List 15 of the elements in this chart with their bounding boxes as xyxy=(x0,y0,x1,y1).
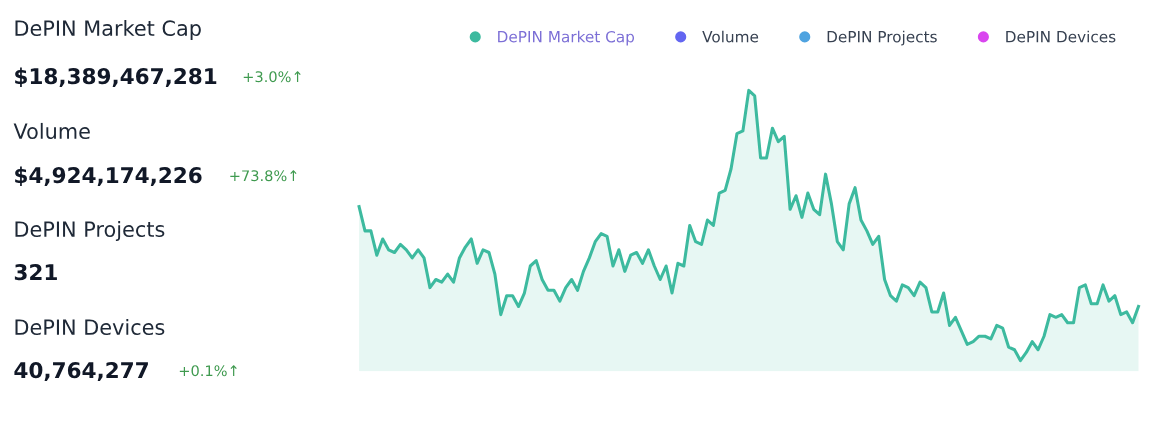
text: DePIN Market Cap xyxy=(15,19,201,41)
legend-label: DePIN Devices xyxy=(1006,30,1116,43)
text: +0.1%↑ xyxy=(179,365,237,377)
legend-label: Volume xyxy=(702,30,759,43)
text: $4,924,174,226 xyxy=(15,166,202,187)
text: Volume xyxy=(13,122,90,140)
legend-label: DePIN Projects xyxy=(827,30,937,46)
text: +3.0%↑ xyxy=(243,71,301,83)
text: $18,389,467,281 xyxy=(15,67,217,88)
text: DePIN Projects xyxy=(15,220,165,242)
text: 40,764,277 xyxy=(14,361,148,381)
text: 321 xyxy=(14,263,57,281)
text: DePIN Devices xyxy=(15,318,165,336)
legend-label: DePIN Market Cap xyxy=(498,30,635,46)
text: +73.8%↑ xyxy=(230,170,297,182)
